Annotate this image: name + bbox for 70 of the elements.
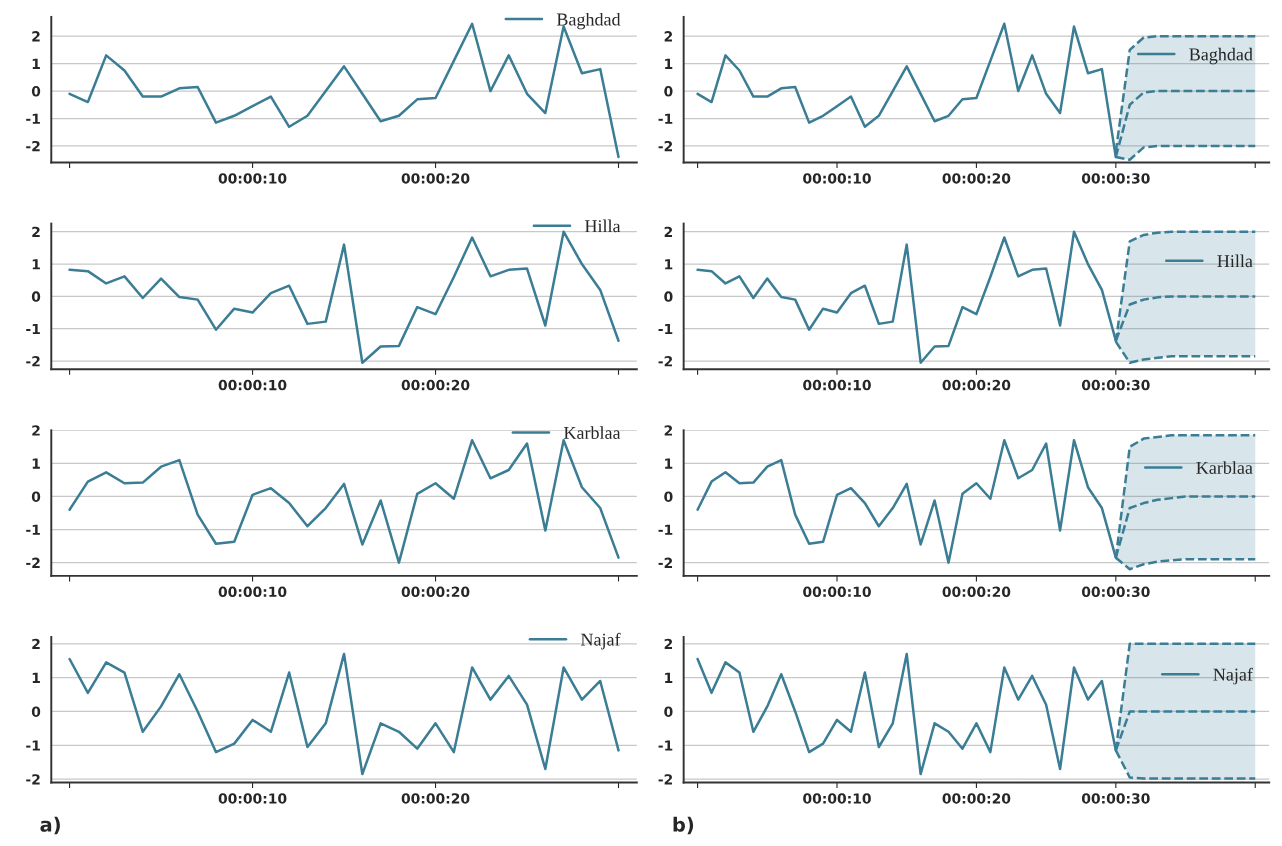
y-tick-label: 2 <box>32 31 40 42</box>
y-tick-label: -2 <box>26 140 40 152</box>
x-tick-label: 00:00:20 <box>942 379 1011 391</box>
y-tick-label: 0 <box>31 291 41 302</box>
y-tick-label: -2 <box>26 774 40 785</box>
x-tick-label: 00:00:20 <box>401 379 470 391</box>
legend-label: Najaf <box>1213 667 1253 685</box>
legend-label: Baghdad <box>1189 47 1253 65</box>
text: b) <box>673 816 694 835</box>
x-tick-label: 00:00:10 <box>803 379 871 391</box>
y-tick-label: -2 <box>658 774 673 785</box>
x-tick-label: 00:00:20 <box>401 173 470 184</box>
y-tick-label: 1 <box>665 58 673 69</box>
x-tick-label: 00:00:10 <box>218 793 287 804</box>
y-tick-label: 1 <box>665 458 673 469</box>
legend-label: Hilla <box>584 219 621 233</box>
y-tick-label: 2 <box>664 638 673 650</box>
x-tick-label: 00:00:30 <box>1081 173 1150 184</box>
legend-label: Baghdad <box>556 12 621 30</box>
x-tick-label: 00:00:20 <box>401 793 470 804</box>
y-tick-label: -1 <box>658 113 673 124</box>
y-tick-label: -2 <box>658 140 673 152</box>
y-tick-label: 0 <box>664 491 673 502</box>
x-tick-label: 00:00:10 <box>218 379 287 391</box>
y-tick-label: 1 <box>665 672 673 683</box>
y-tick-label: 1 <box>32 58 40 69</box>
y-tick-label: 1 <box>665 259 673 270</box>
y-tick-label: -1 <box>26 323 40 335</box>
y-tick-label: -1 <box>26 524 40 535</box>
legend-label: Karblaa <box>1196 461 1253 474</box>
y-tick-label: 1 <box>32 672 40 683</box>
y-tick-label: -1 <box>658 740 673 751</box>
y-tick-label: -2 <box>658 557 673 568</box>
x-tick-label: 00:00:10 <box>218 173 287 184</box>
x-tick-label: 00:00:20 <box>942 793 1011 804</box>
y-tick-label: -2 <box>26 356 40 367</box>
x-tick-label: 00:00:20 <box>942 586 1011 598</box>
y-tick-label: 0 <box>31 706 41 717</box>
legend-label: Karblaa <box>563 426 621 439</box>
y-tick-label: -2 <box>658 356 673 367</box>
y-tick-label: 0 <box>664 86 673 97</box>
y-tick-label: 2 <box>664 226 673 237</box>
y-tick-label: 2 <box>32 425 40 436</box>
x-tick-label: 00:00:10 <box>803 793 871 804</box>
x-tick-label: 00:00:30 <box>1081 379 1150 391</box>
legend-label: Najaf <box>580 632 621 650</box>
y-tick-label: -2 <box>26 557 40 568</box>
text: a) <box>40 816 60 835</box>
y-tick-label: 2 <box>664 31 673 42</box>
x-tick-label: 00:00:10 <box>803 586 871 598</box>
y-tick-label: 0 <box>664 291 673 302</box>
y-tick-label: 2 <box>32 226 40 237</box>
x-tick-label: 00:00:20 <box>401 586 470 598</box>
y-tick-label: 2 <box>664 425 673 436</box>
x-tick-label: 00:00:10 <box>218 586 287 598</box>
y-tick-label: 0 <box>664 706 673 717</box>
y-tick-label: -1 <box>658 524 673 535</box>
y-tick-label: 2 <box>32 638 40 650</box>
x-tick-label: 00:00:20 <box>942 173 1011 184</box>
y-tick-label: 0 <box>31 491 41 502</box>
x-tick-label: 00:00:10 <box>803 173 871 184</box>
y-tick-label: 1 <box>32 458 40 469</box>
y-tick-label: 0 <box>31 86 41 97</box>
x-tick-label: 00:00:30 <box>1081 793 1150 804</box>
x-tick-label: 00:00:30 <box>1081 586 1150 598</box>
y-tick-label: -1 <box>26 740 40 751</box>
y-tick-label: -1 <box>26 113 40 124</box>
legend-label: Hilla <box>1217 254 1253 268</box>
y-tick-label: 1 <box>32 259 40 270</box>
y-tick-label: -1 <box>658 323 673 335</box>
